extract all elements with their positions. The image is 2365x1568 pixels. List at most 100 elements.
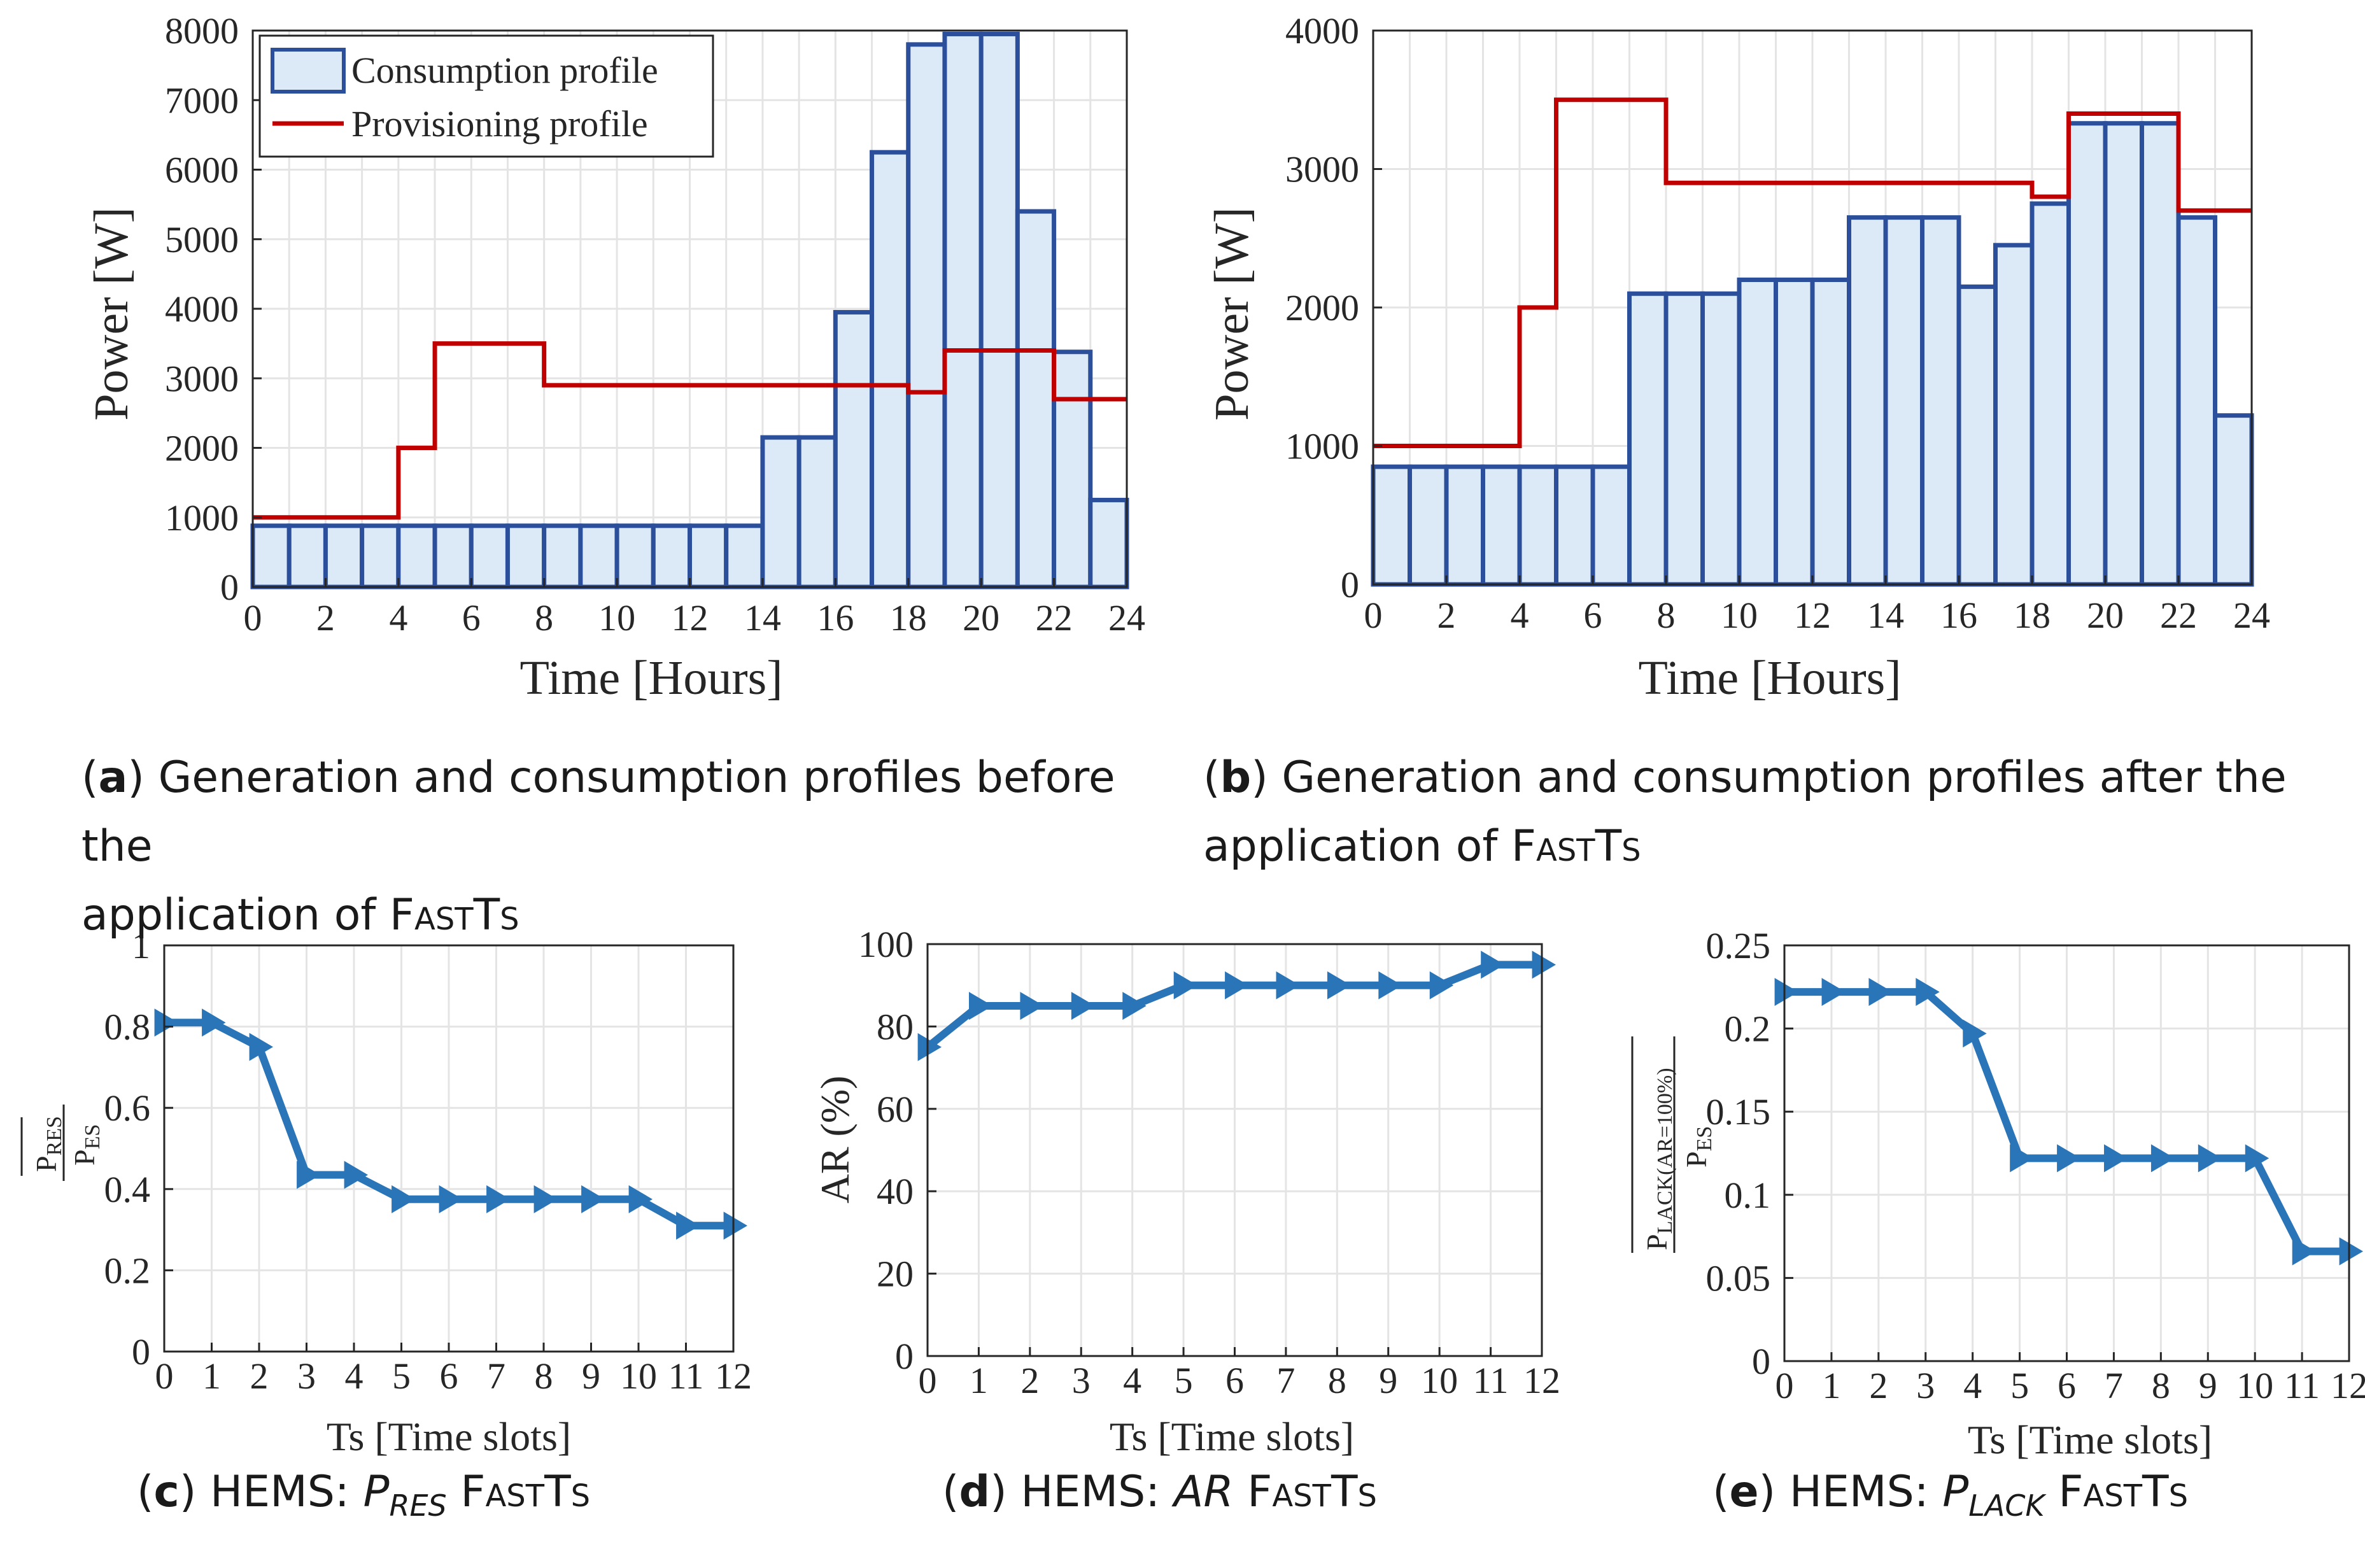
x-tick-label: 4 (1123, 1360, 1141, 1401)
svg-text:PRES: PRES (30, 1116, 66, 1172)
legend-provisioning-label: Provisioning profile (351, 103, 648, 145)
marker-9 (1378, 971, 1402, 999)
provisioning-line (253, 341, 1127, 520)
marker-9 (581, 1185, 605, 1213)
x-tick-label: 12 (1523, 1360, 1560, 1401)
y-tick-label: 0 (895, 1336, 914, 1377)
marker-7 (2104, 1144, 2128, 1173)
marker-11 (1481, 950, 1505, 979)
y-tick-label: 0 (1341, 564, 1359, 605)
provisioning-line (1373, 97, 2252, 448)
bar-hour-21 (1015, 209, 1057, 590)
y-tick-label: 1000 (165, 497, 239, 539)
y-tick-label: 0.2 (104, 1250, 151, 1291)
bar-hour-7 (505, 523, 547, 590)
x-tick-label: 6 (440, 1355, 458, 1397)
bar-hour-17 (870, 150, 911, 590)
y-tick-label: 0.6 (104, 1087, 151, 1129)
y-tick-label: 60 (877, 1089, 914, 1130)
marker-10 (628, 1185, 653, 1213)
bar-hour-9 (1700, 291, 1742, 587)
x-tick-label: 9 (2199, 1365, 2217, 1406)
marker-8 (533, 1185, 558, 1213)
caption-a: (a) Generation and consumption profiles … (81, 752, 1115, 940)
bar-hour-12 (688, 523, 729, 590)
y-tick-label: 0.2 (1725, 1008, 1771, 1050)
x-tick-label: 7 (1276, 1360, 1295, 1401)
marker-6 (439, 1185, 463, 1213)
marker-2 (249, 1033, 273, 1061)
caption-d: (d) HEMS: AR FastTs (942, 1467, 1377, 1517)
bar-hour-1 (286, 523, 328, 590)
y-tick-label: 0 (220, 567, 239, 608)
x-tick-label: 10 (1421, 1360, 1458, 1401)
y-tick-label: 0 (132, 1331, 150, 1373)
bar-hour-20 (978, 31, 1020, 590)
chart-d-xlabel: Ts [Time slots] (1110, 1414, 1354, 1459)
x-tick-label: 10 (598, 597, 635, 639)
bar-hour-11 (1774, 278, 1815, 587)
x-tick-label: 6 (2058, 1365, 2076, 1406)
y-tick-label: 100 (858, 924, 914, 965)
bar-hour-4 (1517, 464, 1558, 587)
bar-hour-20 (2103, 121, 2144, 587)
marker-7 (1276, 971, 1300, 999)
bar-hour-22 (2176, 215, 2217, 587)
x-tick-label: 16 (1940, 595, 1977, 636)
marker-8 (2150, 1144, 2175, 1173)
x-tick-label: 2 (250, 1355, 269, 1397)
marker-5 (392, 1185, 416, 1213)
y-tick-label: 40 (877, 1171, 914, 1212)
y-tick-label: 3000 (1285, 149, 1359, 190)
bar-hour-1 (1408, 464, 1449, 587)
bar-hour-6 (1590, 464, 1632, 587)
svg-text:PES: PES (68, 1124, 104, 1166)
x-tick-label: 8 (1328, 1360, 1346, 1401)
x-tick-label: 20 (2087, 595, 2124, 636)
marker-2 (1020, 992, 1044, 1021)
marker-0 (1774, 978, 1798, 1006)
x-tick-label: 9 (1379, 1360, 1397, 1401)
bar-hour-0 (1371, 464, 1412, 587)
x-tick-label: 8 (535, 597, 553, 639)
y-tick-label: 1 (132, 925, 150, 966)
chart-b-ylabel: Power [W] (1205, 207, 1259, 421)
x-tick-label: 4 (1963, 1365, 1982, 1406)
marker-7 (486, 1185, 511, 1213)
bar-hour-3 (360, 523, 401, 590)
x-tick-label: 18 (2014, 595, 2051, 636)
x-tick-label: 11 (668, 1355, 704, 1397)
x-tick-label: 8 (535, 1355, 553, 1397)
bar-hour-18 (2030, 201, 2071, 587)
x-tick-label: 5 (392, 1355, 411, 1397)
y-tick-label: 0 (1752, 1341, 1770, 1382)
marker-10 (1429, 971, 1454, 999)
bar-hour-8 (1663, 291, 1705, 587)
x-tick-label: 2 (316, 597, 335, 639)
marker-1 (202, 1008, 226, 1037)
x-tick-label: 9 (582, 1355, 600, 1397)
marker-4 (344, 1161, 368, 1189)
x-tick-label: 7 (487, 1355, 505, 1397)
bar-hour-6 (469, 523, 510, 590)
x-tick-label: 11 (1473, 1360, 1509, 1401)
marker-4 (1122, 992, 1147, 1021)
bar-hour-2 (1444, 464, 1485, 587)
caption-b: (b) Generation and consumption profiles … (1203, 752, 2287, 872)
x-tick-label: 10 (2236, 1365, 2273, 1406)
x-tick-label: 0 (1364, 595, 1383, 636)
bar-hour-12 (1810, 278, 1851, 587)
x-tick-label: 14 (1867, 595, 1904, 636)
bar-hour-2 (323, 523, 365, 590)
x-tick-label: 8 (1657, 595, 1676, 636)
marker-12 (723, 1211, 747, 1240)
legend-consumption-label: Consumption profile (351, 50, 658, 91)
x-tick-label: 22 (2160, 595, 2197, 636)
x-tick-label: 2 (1869, 1365, 1888, 1406)
bar-hour-3 (1481, 464, 1522, 587)
x-tick-label: 11 (2284, 1365, 2320, 1406)
x-tick-label: 18 (890, 597, 927, 639)
y-tick-label: 1000 (1285, 426, 1359, 467)
